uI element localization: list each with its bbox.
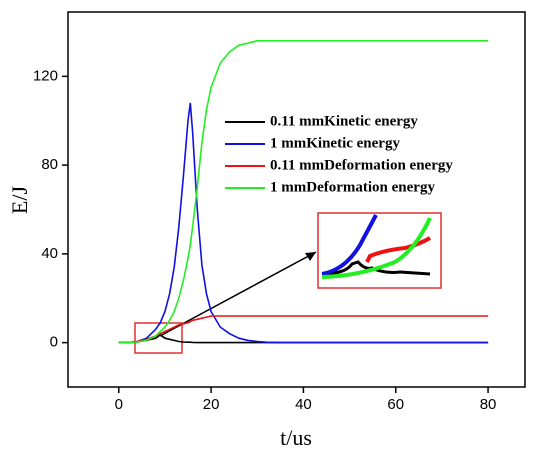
legend-label: 0.11 mmKinetic energy (270, 113, 418, 129)
series-line (118, 40, 489, 344)
y-tick-label: 120 (33, 67, 58, 84)
x-tick-label: 20 (203, 396, 220, 413)
plot-frame (67, 11, 526, 388)
legend-label: 1 mmKinetic energy (270, 135, 400, 151)
inset-curve (321, 260, 431, 276)
series-line (118, 333, 489, 344)
series-line (118, 102, 489, 344)
zoom-annotation (134, 212, 442, 354)
arrow-head (305, 252, 316, 261)
x-tick-label: 80 (480, 396, 497, 413)
x-tick-label: 40 (295, 396, 312, 413)
legend-label: 0.11 mmDeformation energy (270, 157, 453, 173)
y-tick-label: 40 (41, 245, 58, 262)
x-tick-label: 0 (115, 396, 123, 413)
x-tick-label: 60 (387, 396, 404, 413)
y-axis-label: E/J (7, 186, 32, 215)
legend-label: 1 mmDeformation energy (270, 179, 435, 195)
series-line (118, 315, 489, 344)
inset-curve (321, 214, 378, 276)
x-axis-label: t/us (280, 425, 312, 450)
y-tick-label: 0 (50, 334, 58, 351)
inset-curve (321, 217, 432, 279)
zoom-arrow (159, 251, 317, 337)
zoom-box (134, 322, 183, 354)
inset-curve (365, 236, 432, 263)
y-tick-label: 80 (41, 156, 58, 173)
